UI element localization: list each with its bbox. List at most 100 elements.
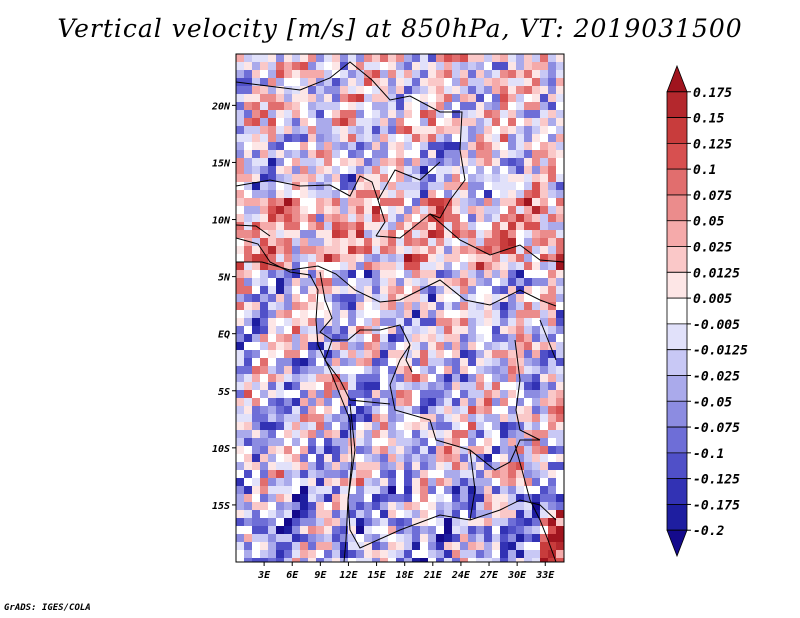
field-cell bbox=[436, 86, 444, 94]
field-cell bbox=[484, 118, 492, 126]
field-cell bbox=[436, 70, 444, 78]
field-cell bbox=[492, 142, 500, 150]
field-cell bbox=[516, 78, 524, 86]
field-cell bbox=[284, 118, 292, 126]
field-cell bbox=[268, 246, 276, 254]
field-cell bbox=[468, 134, 476, 142]
field-cell bbox=[276, 486, 284, 494]
lon-tick-label: 9E bbox=[314, 570, 327, 581]
field-cell bbox=[508, 310, 516, 318]
field-cell bbox=[516, 478, 524, 486]
field-cell bbox=[356, 518, 364, 526]
field-cell bbox=[412, 246, 420, 254]
field-cell bbox=[292, 166, 300, 174]
field-cell bbox=[548, 254, 556, 262]
field-cell bbox=[348, 142, 356, 150]
field-cell bbox=[316, 134, 324, 142]
field-cell bbox=[524, 78, 532, 86]
field-cell bbox=[468, 174, 476, 182]
field-cell bbox=[244, 262, 252, 270]
field-cell bbox=[500, 422, 508, 430]
field-cell bbox=[452, 302, 460, 310]
field-cell bbox=[372, 550, 380, 558]
field-cell bbox=[284, 190, 292, 198]
field-cell bbox=[340, 414, 348, 422]
field-cell bbox=[556, 174, 564, 182]
field-cell bbox=[540, 310, 548, 318]
field-cell bbox=[468, 206, 476, 214]
field-cell bbox=[524, 382, 532, 390]
field-cell bbox=[556, 102, 564, 110]
field-cell bbox=[524, 198, 532, 206]
field-cell bbox=[484, 62, 492, 70]
field-cell bbox=[436, 286, 444, 294]
field-cell bbox=[556, 182, 564, 190]
field-cell bbox=[388, 494, 396, 502]
field-cell bbox=[500, 134, 508, 142]
field-cell bbox=[436, 454, 444, 462]
field-cell bbox=[476, 430, 484, 438]
field-cell bbox=[508, 534, 516, 542]
field-cell bbox=[364, 294, 372, 302]
field-cell bbox=[396, 534, 404, 542]
field-cell bbox=[324, 526, 332, 534]
field-cell bbox=[260, 382, 268, 390]
field-cell bbox=[364, 206, 372, 214]
field-cell bbox=[548, 430, 556, 438]
field-cell bbox=[372, 310, 380, 318]
field-cell bbox=[260, 174, 268, 182]
field-cell bbox=[532, 350, 540, 358]
field-cell bbox=[252, 126, 260, 134]
field-cell bbox=[404, 142, 412, 150]
field-cell bbox=[452, 390, 460, 398]
field-cell bbox=[500, 318, 508, 326]
field-cell bbox=[452, 542, 460, 550]
field-cell bbox=[428, 430, 436, 438]
field-cell bbox=[244, 374, 252, 382]
field-cell bbox=[556, 478, 564, 486]
field-cell bbox=[484, 390, 492, 398]
field-cell bbox=[356, 246, 364, 254]
field-cell bbox=[420, 430, 428, 438]
field-cell bbox=[396, 134, 404, 142]
field-cell bbox=[460, 334, 468, 342]
field-cell bbox=[340, 342, 348, 350]
field-cell bbox=[444, 214, 452, 222]
field-cell bbox=[308, 374, 316, 382]
field-cell bbox=[476, 470, 484, 478]
field-cell bbox=[548, 494, 556, 502]
field-cell bbox=[348, 174, 356, 182]
field-cell bbox=[452, 190, 460, 198]
field-cell bbox=[556, 462, 564, 470]
field-cell bbox=[300, 414, 308, 422]
field-cell bbox=[444, 470, 452, 478]
field-cell bbox=[332, 390, 340, 398]
field-cell bbox=[236, 366, 244, 374]
field-cell bbox=[484, 374, 492, 382]
field-cell bbox=[444, 558, 452, 562]
field-cell bbox=[380, 486, 388, 494]
field-cell bbox=[244, 294, 252, 302]
colorbar-swatch bbox=[666, 349, 688, 376]
field-cell bbox=[444, 390, 452, 398]
field-cell bbox=[404, 54, 412, 62]
field-cell bbox=[308, 478, 316, 486]
field-cell bbox=[428, 286, 436, 294]
field-cell bbox=[548, 526, 556, 534]
field-cell bbox=[332, 374, 340, 382]
field-cell bbox=[388, 158, 396, 166]
field-cell bbox=[436, 94, 444, 102]
field-cell bbox=[300, 526, 308, 534]
field-cell bbox=[372, 334, 380, 342]
field-cell bbox=[532, 110, 540, 118]
field-cell bbox=[500, 502, 508, 510]
field-cell bbox=[308, 246, 316, 254]
field-cell bbox=[284, 510, 292, 518]
field-cell bbox=[524, 222, 532, 230]
field-cell bbox=[436, 254, 444, 262]
field-cell bbox=[468, 398, 476, 406]
field-cell bbox=[404, 134, 412, 142]
colorbar-label: -0.0125 bbox=[693, 344, 748, 359]
field-cell bbox=[452, 206, 460, 214]
field-cell bbox=[300, 358, 308, 366]
